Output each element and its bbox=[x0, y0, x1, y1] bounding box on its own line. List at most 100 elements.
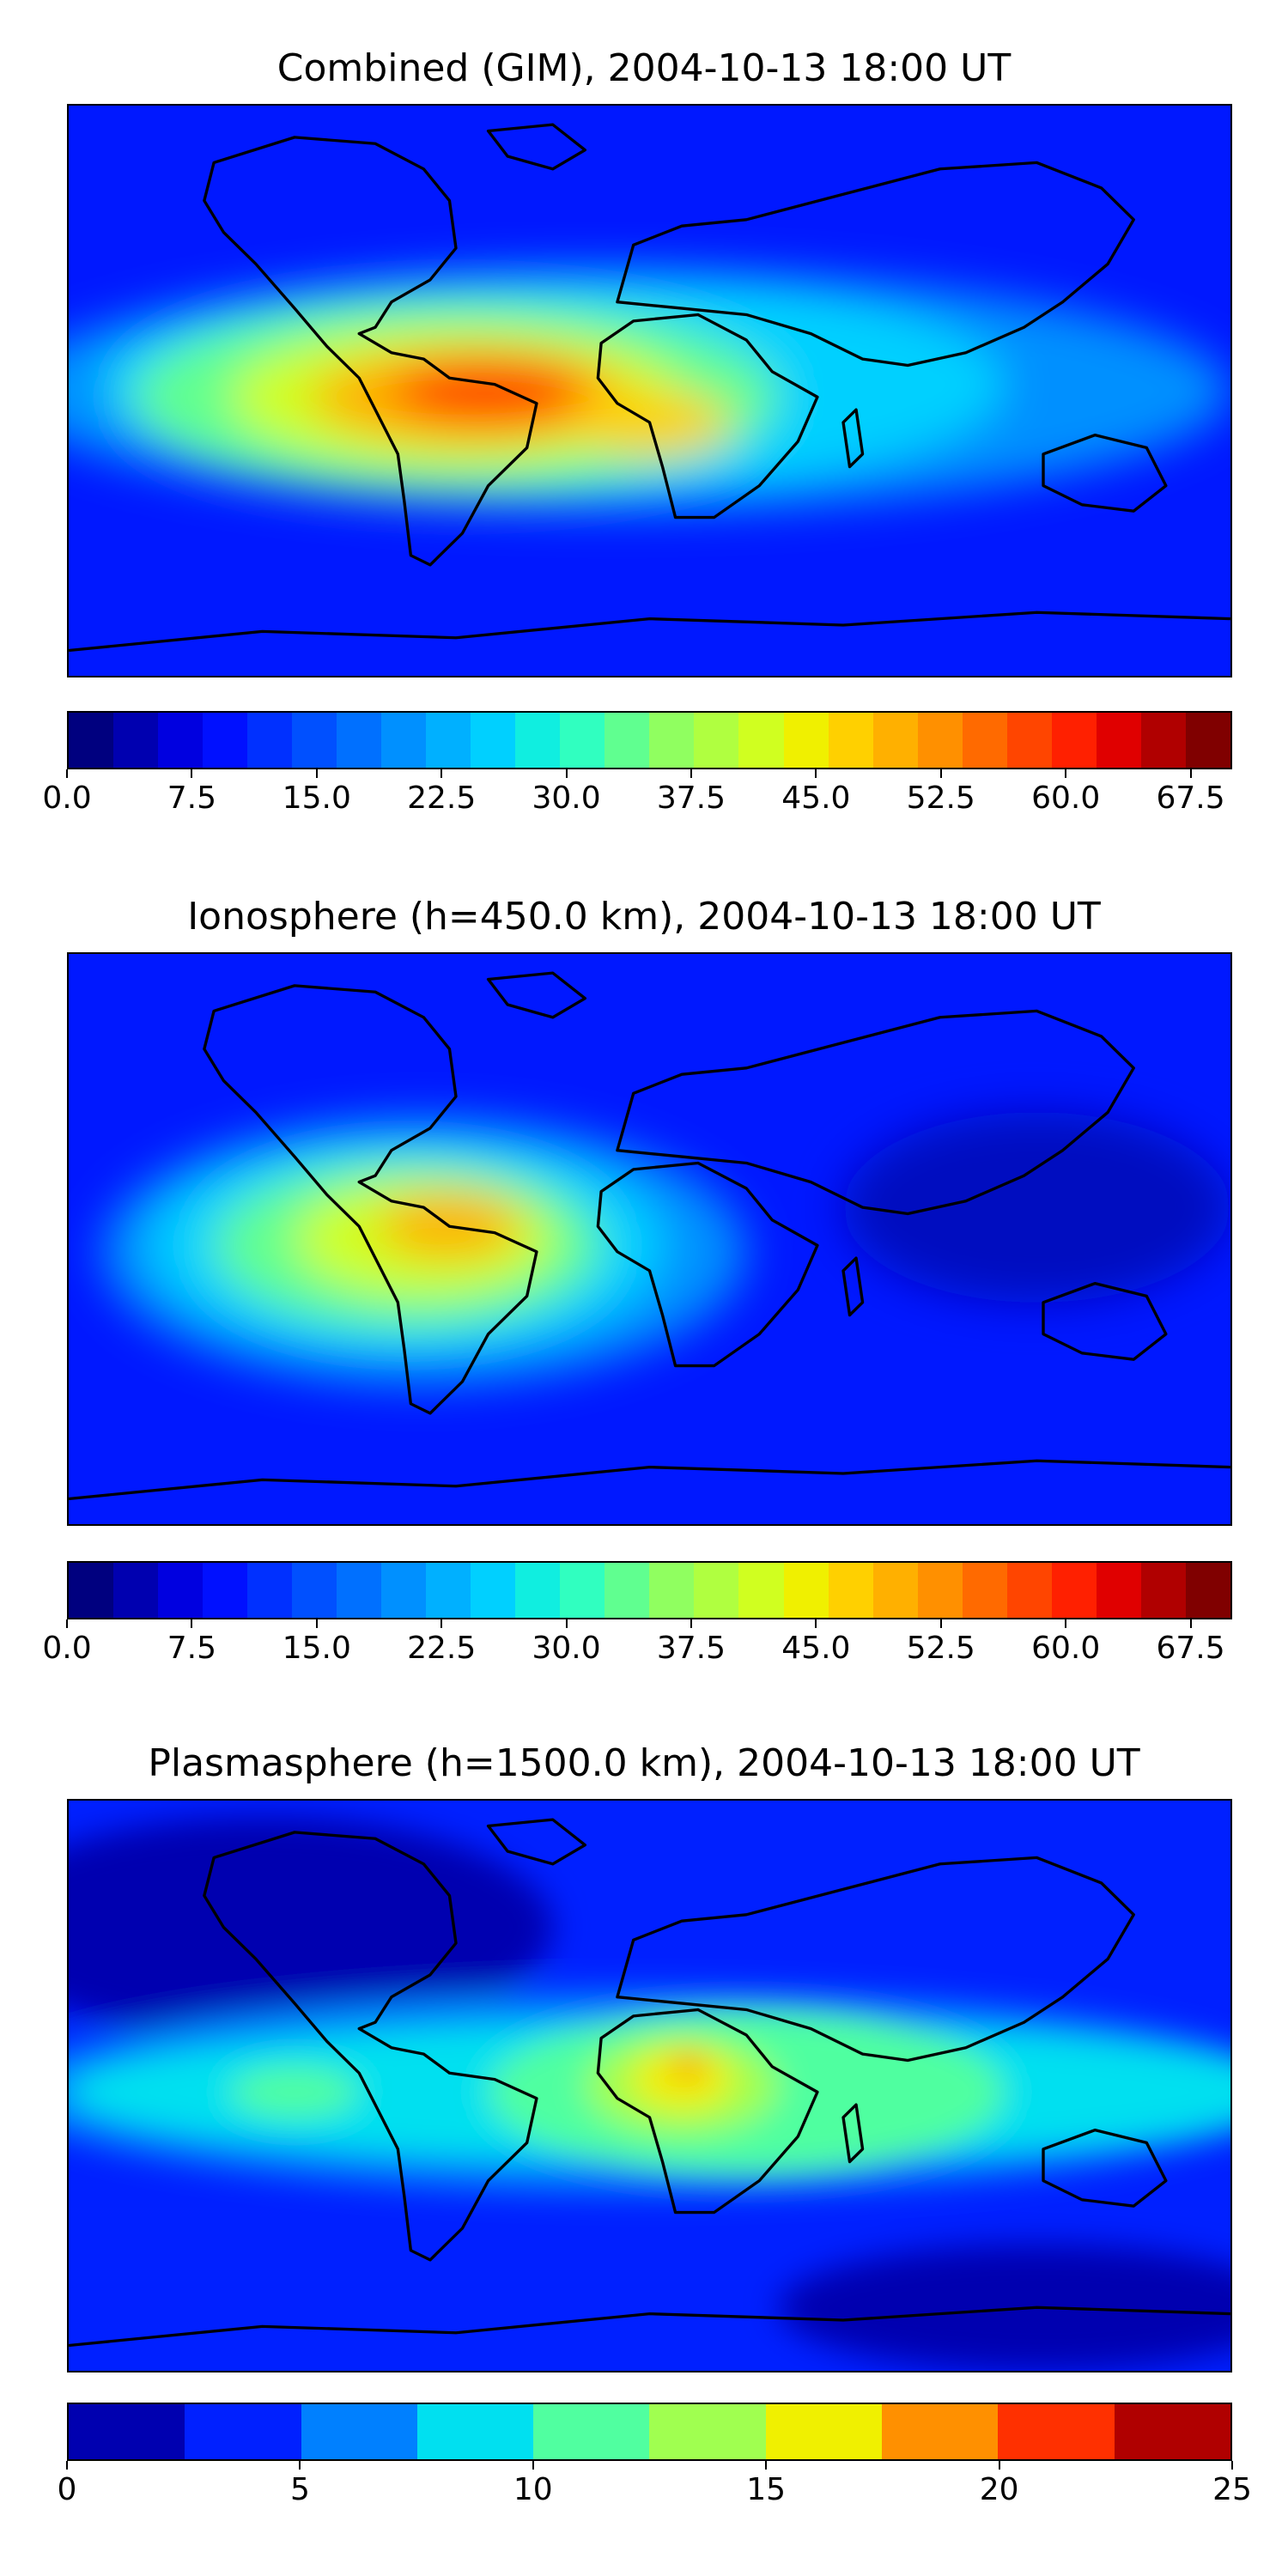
colorbar-segment bbox=[301, 2404, 417, 2459]
colorbar-segment bbox=[649, 713, 695, 768]
colorbar-plasmasphere bbox=[67, 2403, 1232, 2461]
panel-title-combined: Combined (GIM), 2004-10-13 18:00 UT bbox=[276, 46, 1012, 90]
colorbar-tick-mark bbox=[66, 769, 68, 778]
colorbar-segment bbox=[560, 1563, 605, 1618]
colorbar-tick-label: 52.5 bbox=[906, 1631, 975, 1666]
colorbar-segment bbox=[1140, 1563, 1186, 1618]
colorbar-tick-mark bbox=[690, 1619, 692, 1628]
colorbar-segment bbox=[381, 713, 427, 768]
colorbar-segment bbox=[962, 713, 1007, 768]
colorbar-segment bbox=[533, 2404, 650, 2459]
colorbar-segment bbox=[765, 2404, 883, 2459]
colorbar-tick-mark bbox=[532, 2461, 534, 2470]
colorbar-segment bbox=[1006, 713, 1052, 768]
panel-title-ionosphere: Ionosphere (h=450.0 km), 2004-10-13 18:0… bbox=[187, 895, 1101, 939]
colorbar-segment bbox=[337, 713, 382, 768]
colorbar-tick-label: 0.0 bbox=[42, 1631, 92, 1666]
colorbar-tick-label: 67.5 bbox=[1156, 1631, 1225, 1666]
colorbar-segment bbox=[605, 713, 650, 768]
colorbar-tick-label: 5 bbox=[289, 2472, 310, 2507]
map-ionosphere bbox=[67, 952, 1232, 1526]
colorbar-combined bbox=[67, 711, 1232, 769]
colorbar-segment bbox=[292, 713, 337, 768]
colorbar-segment bbox=[605, 1563, 650, 1618]
colorbar-segment bbox=[872, 713, 918, 768]
colorbar-tick-label: 15.0 bbox=[282, 1631, 351, 1666]
colorbar-segment bbox=[515, 1563, 561, 1618]
map-combined bbox=[67, 104, 1232, 677]
colorbar-ticks-plasmasphere: 0 5 10 15 20 25 bbox=[58, 2461, 1252, 2512]
colorbar-tick-mark bbox=[1065, 1619, 1067, 1628]
colorbar-tick-label: 60.0 bbox=[1031, 781, 1101, 816]
colorbar-tick-mark bbox=[191, 1619, 193, 1628]
colorbar-segment bbox=[1185, 713, 1230, 768]
colorbar-segment bbox=[69, 713, 114, 768]
colorbar-segment bbox=[998, 2404, 1115, 2459]
colorbar-segment bbox=[649, 1563, 695, 1618]
colorbar-segment bbox=[783, 1563, 829, 1618]
colorbar-segment bbox=[158, 713, 204, 768]
colorbar-segment bbox=[694, 1563, 739, 1618]
colorbar-segment bbox=[471, 713, 516, 768]
colorbar-tick-label: 10 bbox=[513, 2472, 553, 2507]
colorbar-segment bbox=[113, 713, 159, 768]
colorbar-tick-mark bbox=[1189, 1619, 1192, 1628]
colorbar-segment bbox=[738, 1563, 784, 1618]
colorbar-segment bbox=[113, 1563, 159, 1618]
colorbar-segment bbox=[694, 713, 739, 768]
colorbar-tick-label: 15 bbox=[746, 2472, 787, 2507]
colorbar-tick-mark bbox=[1231, 2461, 1233, 2470]
panel-title-plasmasphere: Plasmasphere (h=1500.0 km), 2004-10-13 1… bbox=[148, 1741, 1140, 1785]
colorbar-tick-mark bbox=[191, 769, 193, 778]
colorbar-tick-label: 22.5 bbox=[407, 781, 477, 816]
colorbar-segment bbox=[158, 1563, 204, 1618]
colorbar-segment bbox=[1051, 713, 1097, 768]
colorbar-tick-mark bbox=[1065, 769, 1067, 778]
colorbar-tick-mark bbox=[565, 769, 568, 778]
colorbar-tick-mark bbox=[299, 2461, 301, 2470]
colorbar-segment bbox=[962, 1563, 1007, 1618]
colorbar-tick-label: 45.0 bbox=[781, 781, 851, 816]
colorbar-segment bbox=[69, 1563, 114, 1618]
colorbar-tick-label: 15.0 bbox=[282, 781, 351, 816]
colorbar-segment bbox=[381, 1563, 427, 1618]
colorbar-tick-mark bbox=[440, 769, 443, 778]
colorbar-tick-label: 30.0 bbox=[532, 1631, 601, 1666]
colorbar-tick-label: 60.0 bbox=[1031, 1631, 1101, 1666]
colorbar-tick-mark bbox=[1189, 769, 1192, 778]
colorbar-tick-label: 7.5 bbox=[167, 1631, 217, 1666]
colorbar-tick-label: 37.5 bbox=[656, 781, 726, 816]
colorbar-segment bbox=[1140, 713, 1186, 768]
colorbar-segment bbox=[882, 2404, 999, 2459]
colorbar-segment bbox=[337, 1563, 382, 1618]
colorbar-segment bbox=[247, 713, 293, 768]
colorbar-segment bbox=[1096, 1563, 1141, 1618]
colorbar-segment bbox=[292, 1563, 337, 1618]
colorbar-ticks-combined: 0.0 7.5 15.0 22.5 30.0 37.5 45.0 52.5 60.0 67.5 bbox=[42, 769, 1232, 821]
colorbar-segment bbox=[203, 1563, 248, 1618]
colorbar-tick-mark bbox=[815, 1619, 817, 1628]
colorbar-tick-mark bbox=[939, 769, 942, 778]
colorbar-tick-label: 67.5 bbox=[1156, 781, 1225, 816]
colorbar-tick-label: 20 bbox=[979, 2472, 1019, 2507]
colorbar-segment bbox=[185, 2404, 301, 2459]
colorbar-segment bbox=[426, 713, 471, 768]
colorbar-tick-mark bbox=[315, 1619, 318, 1628]
colorbar-segment bbox=[828, 713, 873, 768]
colorbar-tick-mark bbox=[66, 1619, 68, 1628]
colorbar-segment bbox=[1006, 1563, 1052, 1618]
map-plasmasphere bbox=[67, 1799, 1232, 2372]
colorbar-segment bbox=[649, 2404, 766, 2459]
colorbar-tick-mark bbox=[565, 1619, 568, 1628]
colorbar-tick-mark bbox=[690, 769, 692, 778]
colorbar-segment bbox=[1096, 713, 1141, 768]
colorbar-tick-mark bbox=[315, 769, 318, 778]
colorbar-tick-label: 52.5 bbox=[906, 781, 975, 816]
colorbar-ionosphere bbox=[67, 1561, 1232, 1619]
colorbar-tick-label: 7.5 bbox=[167, 781, 217, 816]
colorbar-segment bbox=[247, 1563, 293, 1618]
colorbar-segment bbox=[917, 713, 963, 768]
colorbar-ticks-ionosphere: 0.0 7.5 15.0 22.5 30.0 37.5 45.0 52.5 60.0 67.5 bbox=[42, 1619, 1232, 1671]
colorbar-segment bbox=[203, 713, 248, 768]
colorbar-segment bbox=[872, 1563, 918, 1618]
